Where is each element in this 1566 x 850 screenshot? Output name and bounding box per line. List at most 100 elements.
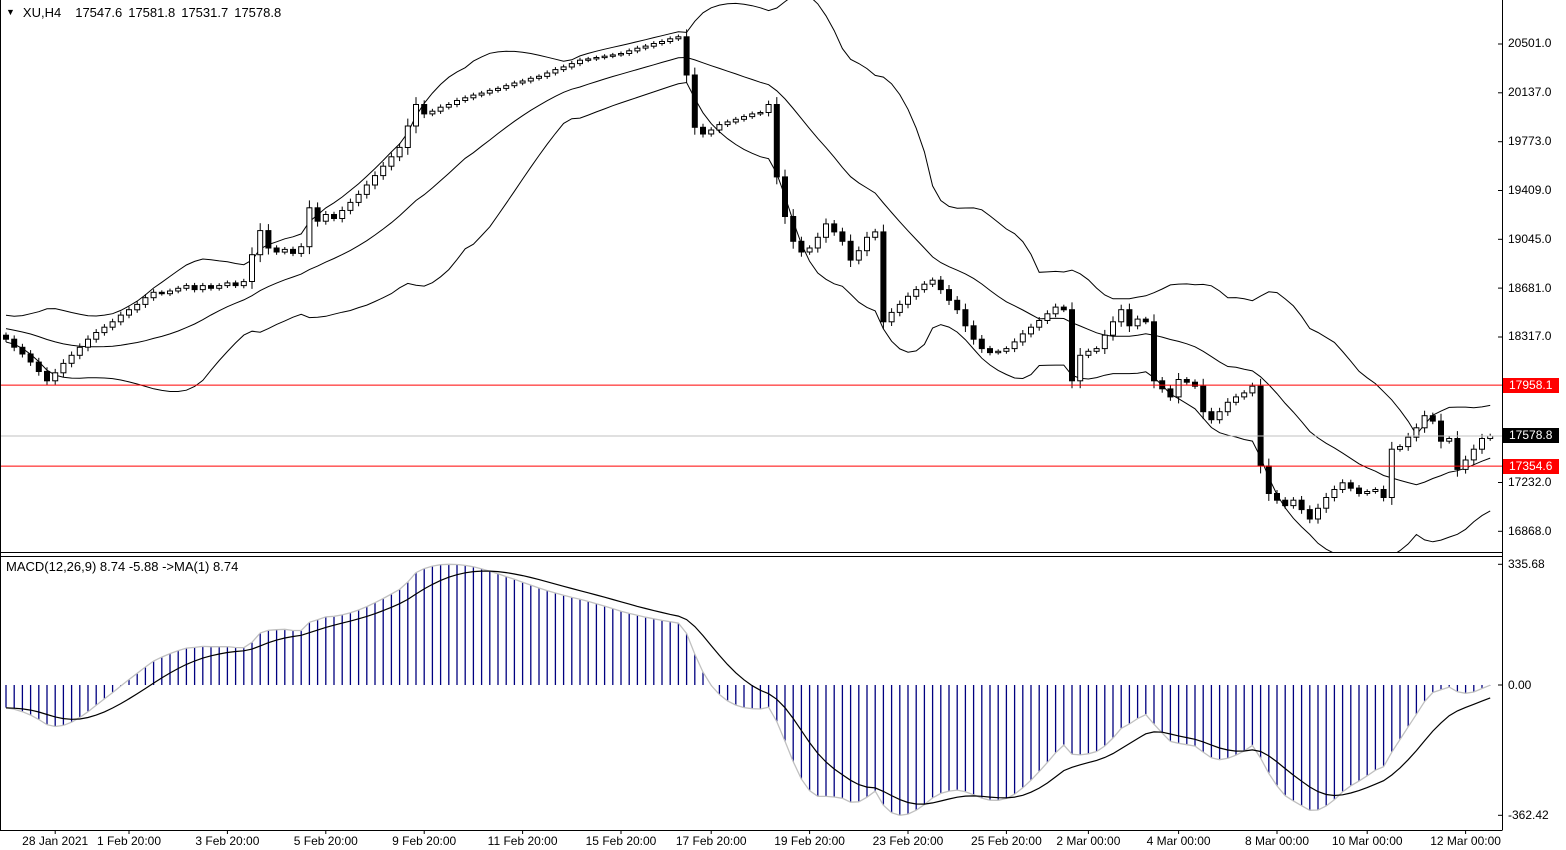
candle-bull [905, 295, 911, 305]
candle-bull [372, 175, 378, 186]
bollinger-upper-band [5, 0, 1491, 436]
candle-bull [855, 250, 862, 261]
candle-bear [1274, 493, 1280, 501]
time-axis-label: 9 Feb 20:00 [392, 834, 457, 848]
candle-bull [150, 291, 157, 299]
candle-bull [68, 354, 75, 364]
candle-bull [355, 193, 362, 203]
current-price-badge: 17578.8 [1503, 428, 1559, 444]
candle-bear [831, 223, 838, 233]
candle-bear [232, 282, 239, 287]
candle-bear [1069, 309, 1075, 382]
candle-bull [1388, 448, 1395, 499]
candle-bull [814, 236, 821, 249]
candle-bull [175, 287, 182, 292]
candle-bear [1151, 321, 1157, 382]
candle-bull [749, 113, 756, 118]
candle-bull [445, 104, 452, 108]
candle-bull [1036, 320, 1043, 328]
candle-bull [503, 85, 510, 89]
candle-bull [995, 350, 1002, 354]
candle-bull [511, 82, 518, 87]
candle-bull [872, 231, 879, 238]
candle-bull [708, 129, 715, 135]
candle-bull [1462, 459, 1469, 470]
candle-bull [1110, 321, 1116, 336]
candle-bear [1380, 489, 1387, 498]
candle-bear [839, 231, 846, 242]
candle-bull [527, 77, 534, 82]
candle-bull [618, 53, 624, 56]
candle-bear [700, 126, 706, 135]
candle-bear [1429, 415, 1436, 422]
candle-bear [847, 240, 854, 261]
candle-bull [1019, 333, 1026, 343]
candle-bull [1118, 309, 1125, 323]
candle-bear [790, 216, 797, 242]
price-axis-label: 19773.0 [1508, 134, 1552, 149]
candle-bull [659, 41, 665, 44]
candle-bear [1142, 318, 1149, 323]
hline-price-badge: 17354.6 [1503, 458, 1559, 474]
time-axis-label: 1 Feb 20:00 [96, 834, 162, 848]
candle-bull [609, 54, 616, 57]
macd-signal-line [5, 570, 1491, 805]
candle-bull [1331, 489, 1338, 498]
candle-bull [167, 290, 173, 295]
candle-bull [896, 303, 903, 313]
candle-bull [134, 303, 141, 311]
candle-bear [1167, 388, 1174, 398]
candle-bull [1011, 341, 1018, 350]
candle-bull [1249, 385, 1256, 394]
candle-bull [1101, 334, 1108, 350]
candle-bear [954, 299, 961, 311]
time-axis-label: 17 Feb 20:00 [675, 834, 747, 848]
candle-bear [35, 361, 42, 373]
candle-bull [642, 45, 649, 49]
candle-bull [1052, 306, 1059, 315]
macd-pane[interactable] [5, 563, 1491, 816]
candle-bear [798, 240, 805, 253]
candle-bear [937, 279, 944, 291]
ohlc-close: 17578.8 [234, 5, 282, 20]
candle-bull [601, 55, 608, 59]
collapse-icon[interactable]: ▼ [6, 7, 15, 17]
candle-bear [44, 370, 50, 382]
candle-bear [265, 230, 272, 249]
candle-bull [437, 106, 444, 112]
candle-bear [773, 104, 780, 178]
candle-bull [1315, 507, 1321, 520]
time-axis-label: 23 Feb 20:00 [872, 834, 944, 848]
candle-bull [888, 311, 895, 323]
candle-bear [1183, 379, 1190, 383]
candle-bull [257, 230, 264, 256]
candle-bull [544, 72, 551, 77]
candle-bear [1200, 385, 1207, 413]
candle-bull [224, 282, 231, 287]
candle-bear [782, 176, 788, 217]
candle-bear [1438, 420, 1444, 442]
time-axis-label: 11 Feb 20:00 [487, 834, 558, 848]
candle-bull [199, 285, 206, 291]
candle-bear [27, 353, 34, 363]
time-axis-label: 19 Feb 20:00 [774, 834, 845, 848]
candle-bear [1208, 411, 1215, 421]
candle-bear [19, 346, 26, 355]
candle-bull [478, 92, 485, 96]
price-axis-label: 20137.0 [1508, 85, 1552, 100]
time-axis-label: 28 Jan 2021 [22, 834, 89, 848]
candle-bull [716, 124, 723, 131]
candle-bear [978, 338, 985, 350]
candle-bull [52, 372, 59, 382]
price-axis-label: 19045.0 [1508, 231, 1552, 246]
candle-bull [929, 279, 936, 285]
candle-bull [249, 254, 255, 282]
price-pane[interactable] [3, 0, 1494, 559]
candle-bull [1446, 438, 1453, 442]
candle-bull [823, 223, 829, 238]
candle-bull [1077, 354, 1084, 382]
candle-bull [765, 104, 772, 113]
price-axis-label: 17232.0 [1508, 475, 1552, 489]
candle-bull [216, 285, 223, 289]
